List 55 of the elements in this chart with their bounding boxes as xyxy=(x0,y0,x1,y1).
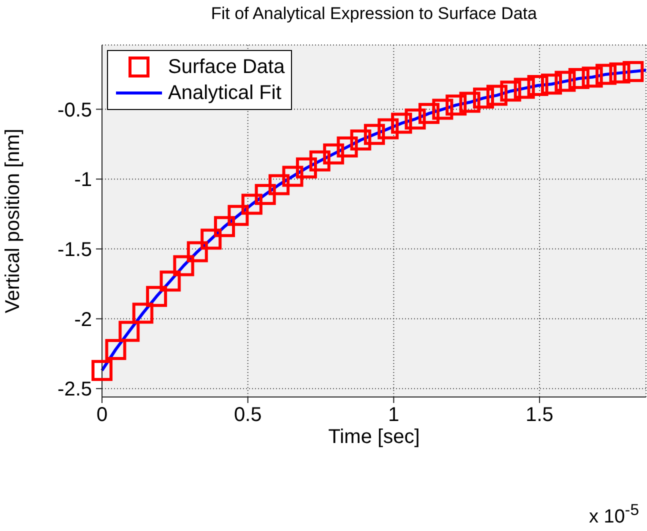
point xyxy=(582,66,603,88)
point xyxy=(459,92,480,113)
point xyxy=(473,88,494,109)
point xyxy=(105,339,126,360)
point xyxy=(391,112,412,134)
text: x 10$^{-5}$ xyxy=(589,502,639,528)
point xyxy=(364,124,385,145)
point xyxy=(596,64,617,85)
point xyxy=(160,270,181,292)
y-axis-title: Vertical position [nm] xyxy=(2,128,24,314)
y-tick-label: -1 xyxy=(74,169,92,192)
point xyxy=(336,136,358,158)
point xyxy=(296,157,317,178)
x-tick-label: 1.5 xyxy=(526,404,554,426)
chart-title: Fit of Analytical Expression to Surface Data xyxy=(210,4,538,24)
point xyxy=(486,84,508,106)
point xyxy=(418,102,440,124)
y-tick-label: -1.5 xyxy=(58,239,92,262)
x-tick-label: 1 xyxy=(388,404,400,426)
point xyxy=(146,286,168,307)
x-tick-label: 0.5 xyxy=(234,404,262,426)
point xyxy=(609,62,630,84)
point xyxy=(309,150,330,172)
point xyxy=(214,216,236,238)
point xyxy=(92,360,112,381)
x-tick-label: 0 xyxy=(96,404,108,426)
point xyxy=(432,98,454,120)
point xyxy=(540,74,562,95)
point xyxy=(186,241,208,262)
point xyxy=(568,68,590,90)
legend-label: Analytical Fit xyxy=(168,82,282,104)
y-tick-label: -0.5 xyxy=(58,99,92,122)
point xyxy=(514,78,535,99)
point xyxy=(282,166,304,187)
point xyxy=(622,61,644,82)
point xyxy=(268,174,290,196)
point xyxy=(323,143,344,164)
point xyxy=(527,75,548,96)
point xyxy=(118,320,140,342)
point xyxy=(554,70,576,92)
point xyxy=(404,108,426,130)
x-axis-title: Time [sec] xyxy=(328,426,420,448)
legend-label: Surface Data xyxy=(168,56,285,78)
y-tick-label: -2 xyxy=(74,308,92,331)
point xyxy=(228,204,249,226)
point xyxy=(200,228,222,250)
point xyxy=(173,255,194,276)
point xyxy=(378,118,399,140)
point xyxy=(254,184,276,205)
point xyxy=(241,194,262,215)
point xyxy=(500,80,522,102)
point xyxy=(446,94,467,116)
point xyxy=(132,302,154,324)
y-tick-label: -2.5 xyxy=(58,378,92,401)
point xyxy=(350,129,372,150)
